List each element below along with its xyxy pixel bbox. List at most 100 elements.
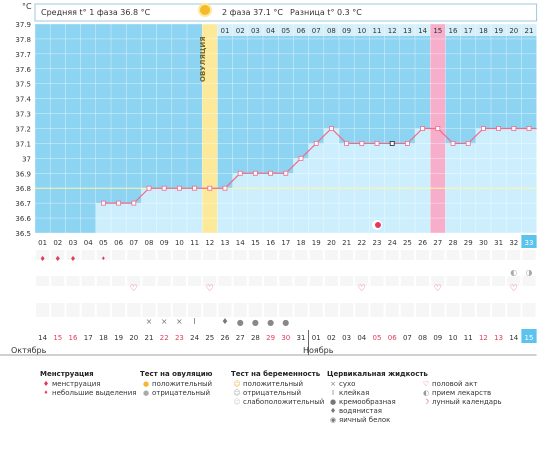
calendar-date: 31 bbox=[297, 334, 306, 342]
calendar-date: 28 bbox=[251, 334, 260, 342]
top-day-label: 14 bbox=[418, 27, 427, 35]
top-day-label: 21 bbox=[525, 27, 534, 35]
data-point bbox=[435, 126, 441, 131]
legend-pregnancy-test: Тест на беременность ☺ положительный ☺ отр… bbox=[231, 370, 324, 407]
symbol-cell bbox=[142, 303, 156, 317]
symbol-cell bbox=[218, 303, 232, 317]
symbol-cell bbox=[279, 303, 293, 317]
top-day-cell bbox=[293, 24, 309, 36]
legend-title: Цервикальная жидкость bbox=[327, 370, 428, 378]
y-tick-label: 37.6 bbox=[15, 66, 31, 74]
y-tick-label: 37 bbox=[22, 155, 31, 163]
y-tick-label: 37.5 bbox=[15, 81, 31, 89]
cycle-day-label: 25 bbox=[403, 239, 412, 247]
symbol-cell bbox=[264, 303, 278, 317]
legend-item: половой акт bbox=[432, 380, 478, 388]
data-point bbox=[237, 170, 243, 176]
data-point bbox=[389, 141, 395, 146]
calendar-date: 14 bbox=[509, 334, 518, 342]
symbol-cell bbox=[203, 250, 217, 260]
y-tick-label: 36.8 bbox=[15, 185, 31, 193]
top-day-label: 09 bbox=[342, 27, 351, 35]
cross-icon: × bbox=[161, 317, 168, 326]
legend-item: кремообразная bbox=[339, 398, 396, 406]
symbol-cell bbox=[172, 276, 186, 286]
calendar-date: 27 bbox=[236, 334, 245, 342]
cycle-day-label: 11 bbox=[190, 239, 199, 247]
symbol-cell bbox=[400, 250, 414, 260]
symbol-cell bbox=[36, 250, 50, 260]
heart-icon: ♡ bbox=[434, 284, 442, 294]
today-cell bbox=[521, 329, 537, 343]
symbol-cell bbox=[172, 250, 186, 260]
symbol-cell bbox=[522, 276, 536, 286]
calendar-date: 09 bbox=[433, 334, 442, 342]
symbol-cell bbox=[233, 250, 247, 260]
symbol-cell bbox=[400, 276, 414, 286]
day-fill bbox=[217, 188, 233, 233]
water-icon: ♦ bbox=[221, 317, 228, 326]
top-day-cell bbox=[339, 24, 355, 36]
top-day-cell bbox=[263, 24, 279, 36]
sun-gray-icon: ● bbox=[142, 389, 150, 397]
symbol-cell bbox=[233, 276, 247, 286]
calendar-date: 06 bbox=[388, 334, 397, 342]
symbol-cell bbox=[507, 276, 521, 286]
symbol-cell bbox=[476, 303, 490, 317]
calendar-date: 24 bbox=[190, 334, 199, 342]
symbol-cell bbox=[476, 276, 490, 286]
symbol-cell bbox=[446, 250, 460, 260]
symbol-cell bbox=[340, 250, 354, 260]
legend-item: небольшие выделения bbox=[52, 389, 137, 397]
symbol-cell bbox=[446, 303, 460, 317]
symbol-cell bbox=[340, 303, 354, 317]
symbol-cell bbox=[51, 250, 65, 260]
cycle-day-label: 23 bbox=[373, 239, 382, 247]
top-day-label: 04 bbox=[266, 27, 275, 35]
top-day-label: 06 bbox=[297, 27, 306, 35]
symbol-cell bbox=[203, 276, 217, 286]
symbol-cell bbox=[142, 276, 156, 286]
calendar-date: 08 bbox=[418, 334, 427, 342]
calendar-date: 02 bbox=[327, 334, 336, 342]
cycle-day-label: 30 bbox=[479, 239, 488, 247]
cross-icon: × bbox=[146, 317, 153, 326]
top-day-label: 19 bbox=[494, 27, 503, 35]
data-point bbox=[222, 185, 228, 191]
data-point bbox=[344, 141, 350, 146]
drop-icon: ♦ bbox=[42, 380, 50, 388]
cycle-day-label: 33 bbox=[525, 239, 534, 247]
top-day-cell bbox=[460, 24, 476, 36]
cycle-day-label: 15 bbox=[251, 239, 260, 247]
day-fill bbox=[171, 188, 187, 233]
symbol-cell bbox=[476, 250, 490, 260]
y-tick-label: 37.7 bbox=[15, 51, 31, 59]
chart-header: Средняя t° 1 фаза 36.8 °C 2 фаза 37.1 °C… bbox=[35, 4, 520, 21]
legend-item: менструация bbox=[52, 380, 101, 388]
symbol-cell bbox=[36, 276, 50, 286]
legend-item: клейкая bbox=[339, 389, 370, 397]
top-day-cell bbox=[217, 24, 233, 36]
symbol-cell bbox=[324, 303, 338, 317]
cycle-day-label: 07 bbox=[129, 239, 138, 247]
data-point bbox=[161, 185, 167, 191]
top-day-cell bbox=[475, 24, 491, 36]
symbol-cell bbox=[370, 276, 384, 286]
symbol-cell bbox=[81, 250, 95, 260]
top-day-label: 17 bbox=[464, 27, 473, 35]
data-point bbox=[192, 185, 198, 191]
legend-item: положительный bbox=[243, 380, 304, 388]
data-point bbox=[131, 200, 137, 206]
cycle-day-label: 26 bbox=[418, 239, 427, 247]
symbol-cell bbox=[507, 250, 521, 260]
top-day-label: 05 bbox=[281, 27, 290, 35]
calendar-date: 10 bbox=[449, 334, 458, 342]
symbol-cell bbox=[157, 303, 171, 317]
top-day-label: 20 bbox=[509, 27, 518, 35]
y-tick-label: 37.4 bbox=[15, 96, 31, 104]
cycle-day-label: 02 bbox=[53, 239, 62, 247]
top-day-label: 07 bbox=[312, 27, 321, 35]
symbol-cell bbox=[461, 250, 475, 260]
symbol-cell bbox=[66, 250, 80, 260]
